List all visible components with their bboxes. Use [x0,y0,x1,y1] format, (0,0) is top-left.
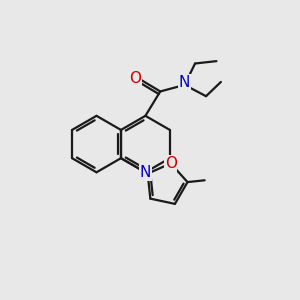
Text: O: O [129,71,141,86]
Text: N: N [140,165,151,180]
Text: O: O [165,156,177,171]
Text: N: N [179,75,190,90]
